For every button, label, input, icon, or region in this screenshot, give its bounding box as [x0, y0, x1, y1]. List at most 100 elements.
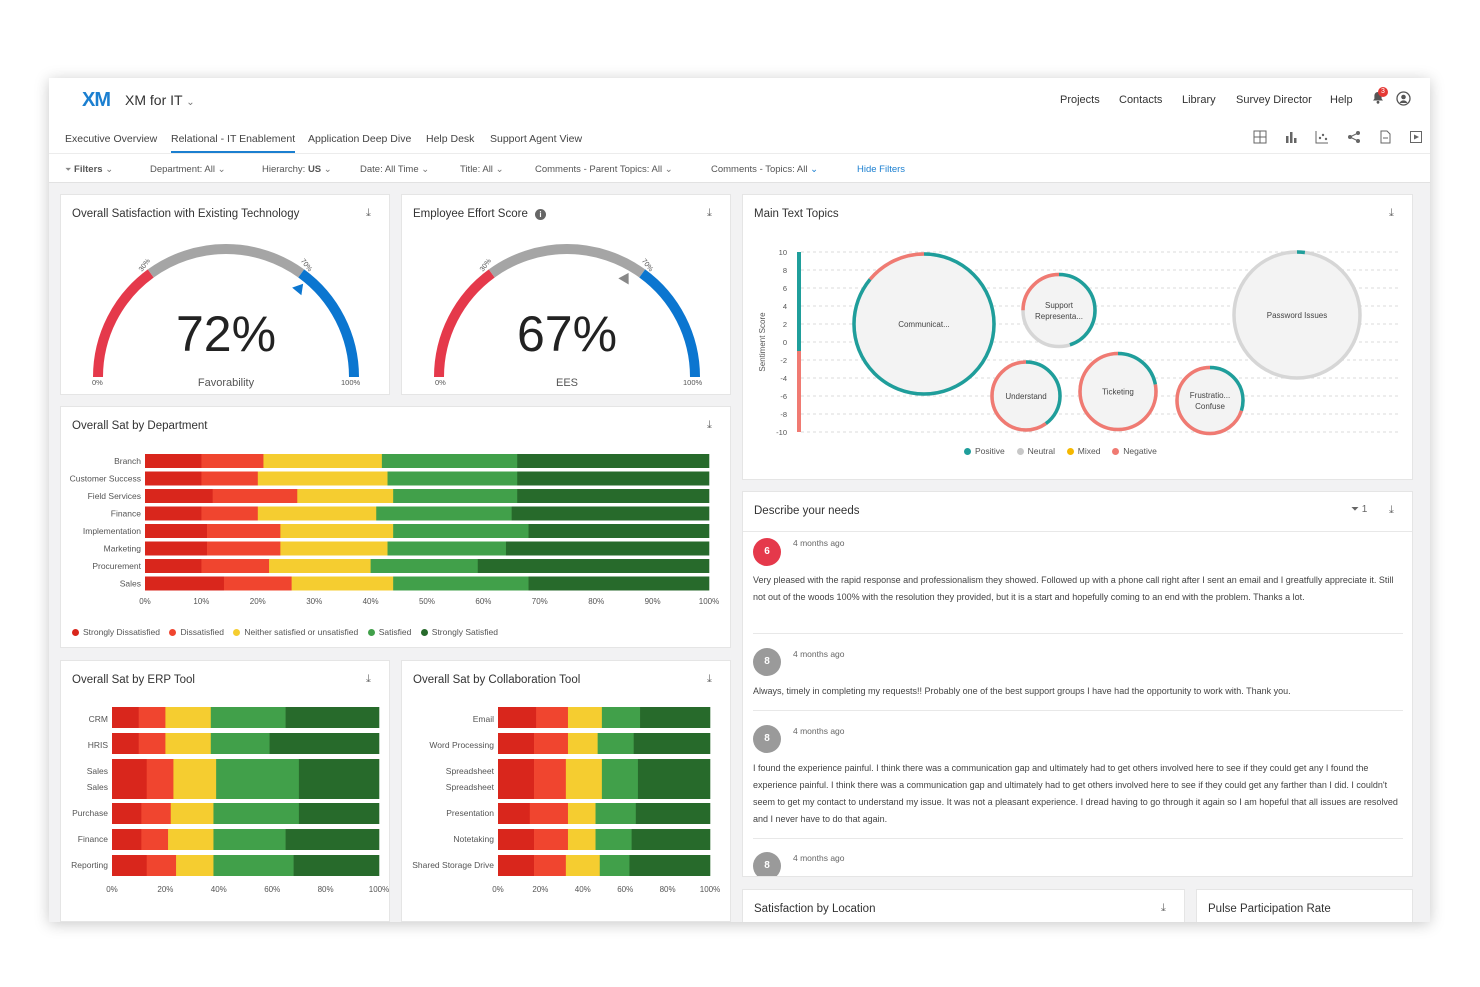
topic-label: Password Issues	[1267, 311, 1327, 320]
bar-segment	[637, 759, 711, 799]
bar-segment	[212, 489, 298, 503]
sentiment-axis-positive	[797, 252, 801, 351]
legend-mixed[interactable]: Mixed	[1066, 446, 1100, 456]
x-tick-label: 40%	[363, 597, 379, 606]
bar-segment	[112, 803, 142, 824]
download-icon[interactable]: ⤓	[707, 419, 712, 431]
bar-segment	[269, 733, 380, 754]
bar-chart-icon[interactable]	[1283, 130, 1299, 146]
xm-logo[interactable]: XM	[82, 89, 111, 111]
download-icon[interactable]: ⤓	[366, 673, 371, 685]
filter-hierarchy[interactable]: Hierarchy: US ⌄	[262, 164, 332, 175]
tab-relational-it-enablement[interactable]: Relational - IT Enablement	[171, 133, 296, 153]
category-label: Word Processing	[429, 740, 494, 750]
filter-department[interactable]: Department: All ⌄	[150, 164, 226, 175]
y-tick-label: 10	[779, 248, 787, 257]
bar-segment	[597, 733, 634, 754]
bar-segment	[213, 803, 300, 824]
satisfaction-value: 72%	[175, 306, 277, 362]
download-icon[interactable]: ⤓	[707, 673, 712, 685]
filter-date[interactable]: Date: All Time ⌄	[360, 164, 430, 175]
tab-support-agent-view[interactable]: Support Agent View	[490, 133, 583, 145]
layout-grid-icon[interactable]	[1252, 130, 1268, 146]
filter-parent-topics[interactable]: Comments - Parent Topics: All ⌄	[535, 164, 673, 175]
bar-segment	[173, 759, 217, 799]
legend-strongly-satisfied[interactable]: Strongly Satisfied	[420, 627, 498, 637]
y-axis-label: Sentiment Score	[758, 312, 767, 372]
y-tick-label: -2	[780, 356, 787, 365]
nav-library[interactable]: Library	[1182, 94, 1216, 106]
category-label: Implementation	[83, 526, 141, 536]
score-badge: 8	[753, 852, 781, 876]
bar-segment	[146, 759, 174, 799]
tab-executive-overview[interactable]: Executive Overview	[65, 133, 158, 145]
export-file-icon[interactable]	[1377, 130, 1393, 146]
divider	[743, 531, 1412, 532]
legend-neutral[interactable]: Neutral	[1016, 446, 1055, 456]
gauge-blue-segment	[639, 269, 700, 378]
category-label: Branch	[114, 456, 141, 466]
topic-label: Ticketing	[1102, 388, 1134, 397]
bar-segment	[534, 733, 569, 754]
category-label: Email	[473, 714, 494, 724]
bar-segment	[534, 855, 567, 876]
x-tick-label: 70%	[532, 597, 548, 606]
text-topics-title: Main Text Topics	[754, 208, 839, 220]
legend-dissatisfied[interactable]: Dissatisfied	[169, 627, 224, 637]
hide-filters-link[interactable]: Hide Filters	[857, 164, 906, 175]
legend-strongly-dissatisfied[interactable]: Strongly Dissatisfied	[72, 627, 160, 637]
topic-negative-arc	[1078, 351, 1158, 432]
x-tick-label: 0%	[139, 597, 151, 606]
bar-segment	[145, 524, 208, 538]
download-icon[interactable]: ⤓	[1389, 504, 1394, 516]
download-icon[interactable]: ⤓	[1389, 207, 1394, 219]
user-avatar-icon[interactable]	[1396, 91, 1411, 106]
tab-help-desk[interactable]: Help Desk	[426, 133, 475, 145]
gauge-red-segment	[93, 269, 154, 378]
legend-positive[interactable]: Positive	[964, 446, 1005, 456]
tab-application-deep-dive[interactable]: Application Deep Dive	[308, 133, 412, 145]
dept-legend: Strongly Dissatisfied Dissatisfied Neith…	[72, 627, 498, 637]
filter-topics[interactable]: Comments - Topics: All ⌄	[711, 164, 819, 175]
app-title[interactable]: XM for IT ⌄	[125, 92, 195, 108]
share-icon[interactable]	[1346, 130, 1362, 146]
comment-text: Very pleased with the rapid response and…	[753, 575, 1394, 602]
bar-segment	[498, 803, 531, 824]
scatter-chart-icon[interactable]	[1314, 130, 1330, 146]
bar-segment	[640, 707, 711, 728]
dept-chart-card: Overall Sat by Department ⤓ Branch Custom…	[60, 406, 731, 648]
bar-segment	[565, 759, 603, 799]
satisfaction-sub: Favorability	[197, 377, 255, 389]
nav-survey-director[interactable]: Survey Director	[1236, 94, 1312, 106]
nav-contacts[interactable]: Contacts	[1119, 94, 1163, 106]
bar-segment	[213, 829, 286, 850]
topic-label: Confuse	[1195, 402, 1225, 411]
comment-filter-button[interactable]: ⏷ 1	[1351, 504, 1368, 515]
topic-label: Representa...	[1035, 312, 1083, 321]
bar-segment	[567, 803, 596, 824]
bar-segment	[633, 733, 711, 754]
bar-segment	[599, 855, 630, 876]
bar-segment	[280, 524, 394, 538]
present-icon[interactable]	[1408, 130, 1424, 146]
filter-title[interactable]: Title: All ⌄	[460, 164, 504, 175]
legend-satisfied[interactable]: Satisfied	[367, 627, 411, 637]
bell-icon[interactable]: 3	[1371, 87, 1388, 105]
x-tick-label: 60%	[475, 597, 491, 606]
info-icon[interactable]: i	[535, 209, 547, 220]
bar-segment	[567, 733, 598, 754]
divider	[753, 838, 1403, 839]
nav-projects[interactable]: Projects	[1060, 94, 1100, 106]
bar-segment	[216, 759, 300, 799]
topic-label: Communicat...	[898, 320, 950, 329]
nav-help[interactable]: Help	[1330, 94, 1353, 106]
legend-neutral[interactable]: Neither satisfied or unsatisfied	[233, 627, 358, 637]
legend-negative[interactable]: Negative	[1112, 446, 1157, 456]
bar-segment	[517, 489, 710, 503]
filters-toggle[interactable]: ⏷ Filters ⌄	[65, 164, 114, 175]
download-icon[interactable]: ⤓	[366, 207, 371, 219]
download-icon[interactable]: ⤓	[1161, 902, 1166, 914]
bar-segment	[223, 576, 292, 591]
bar-segment	[141, 803, 172, 824]
download-icon[interactable]: ⤓	[707, 207, 712, 219]
